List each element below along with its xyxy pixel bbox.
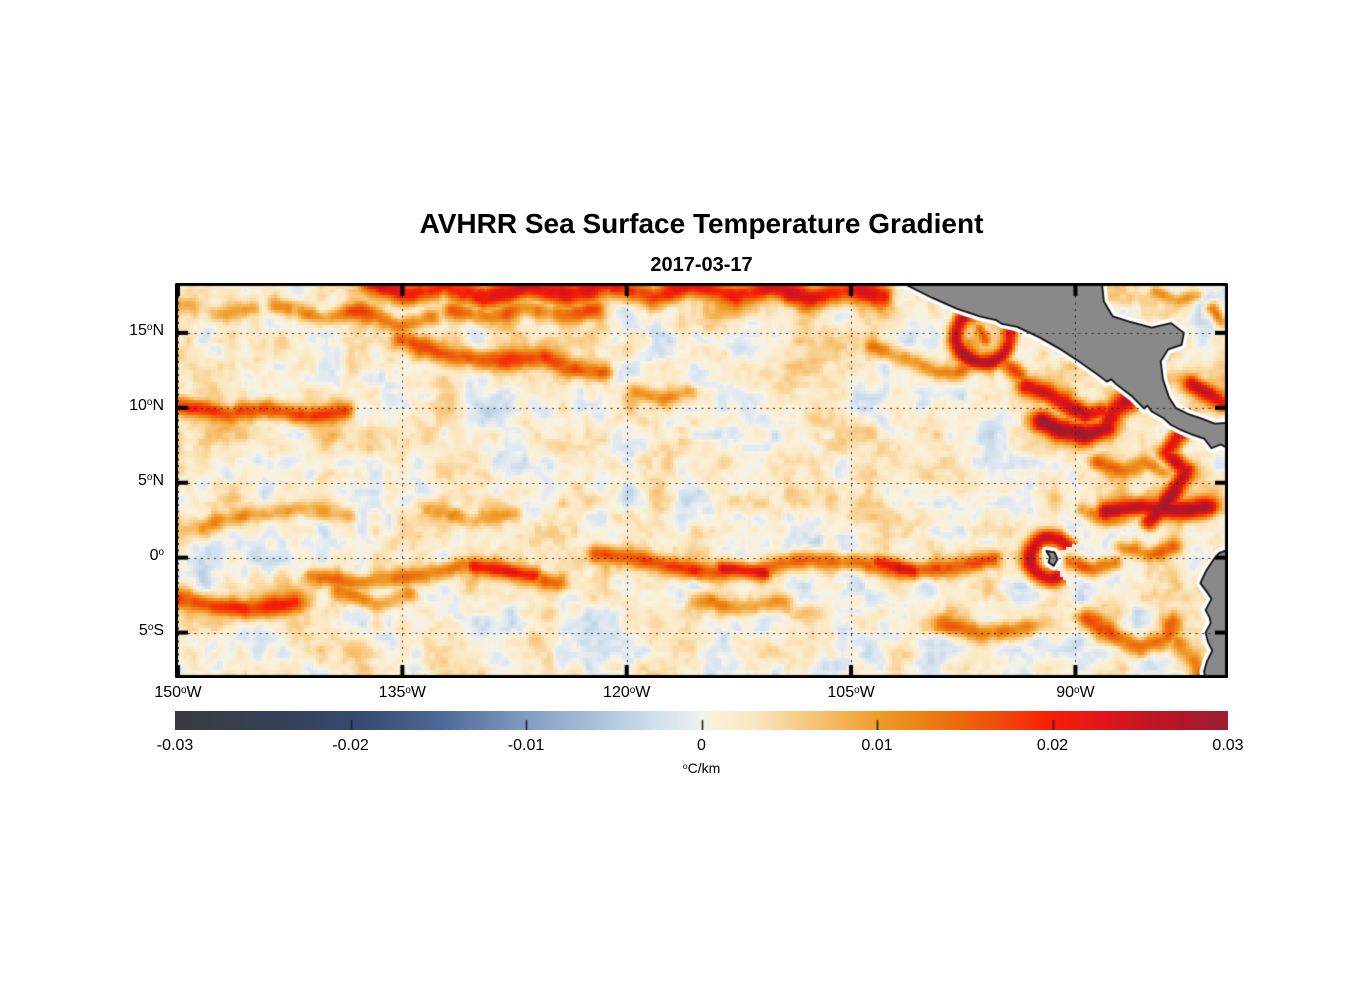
x-tick-label: 150oW — [154, 684, 202, 701]
x-tick-label: 135oW — [378, 684, 427, 701]
y-tick-label: 10oN — [129, 396, 164, 414]
y-tick-label: 5oN — [138, 471, 164, 489]
y-tick-label: 5oS — [138, 621, 164, 639]
colorbar-tick-label: 0.01 — [861, 737, 893, 754]
map-canvas — [175, 283, 1228, 678]
colorbar-tick-label: 0 — [697, 737, 706, 754]
chart-subtitle: 2017-03-17 — [650, 254, 753, 276]
chart-title: AVHRR Sea Surface Temperature Gradient — [419, 208, 984, 239]
x-tick-label: 105oW — [827, 684, 875, 701]
colorbar-tick-label: -0.02 — [332, 737, 369, 754]
colorbar-unit-label: oC/km — [682, 760, 721, 776]
x-tick-label: 120oW — [603, 684, 651, 701]
y-tick-label: 0o — [149, 546, 164, 564]
colorbar-tick-label: -0.01 — [507, 737, 545, 754]
colorbar-tick-label: -0.03 — [156, 737, 194, 754]
x-tick-label: 90oW — [1056, 684, 1095, 701]
colorbar-tick-label: 0.02 — [1036, 737, 1069, 754]
map-area — [175, 283, 1228, 678]
colorbar-canvas — [175, 711, 1228, 730]
y-tick-label: 15oN — [129, 321, 164, 339]
colorbar-tick-label: 0.03 — [1212, 737, 1244, 754]
